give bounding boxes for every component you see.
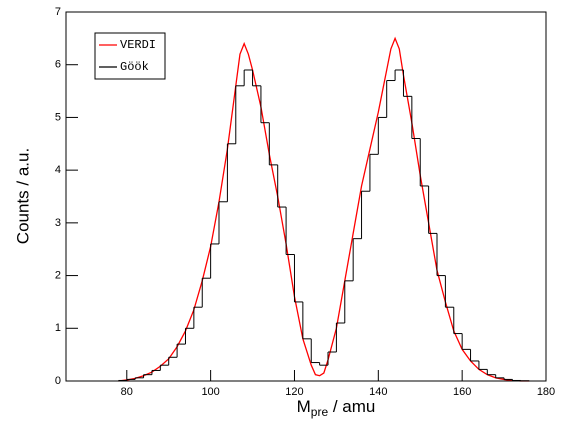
line-series — [118, 36, 530, 382]
y-tick-label: 6 — [55, 59, 61, 71]
legend-label: Göök — [120, 60, 149, 74]
y-tick-label: 7 — [55, 6, 61, 18]
x-axis-label-sub: pre — [311, 405, 329, 419]
y-tick-label: 2 — [55, 269, 61, 281]
y-tick-label: 0 — [55, 375, 61, 387]
y-tick-label: 3 — [55, 217, 61, 229]
y-tick-label: 5 — [55, 111, 61, 123]
plot-frame — [65, 11, 547, 382]
y-tick-label: 4 — [55, 164, 61, 176]
x-tick-label: 80 — [121, 386, 133, 398]
y-tick-label: 1 — [55, 322, 61, 334]
legend-label: VERDI — [120, 38, 156, 52]
x-axis-label: Mpre / amu — [297, 397, 376, 419]
x-tick-label: 160 — [453, 386, 471, 398]
x-tick-label: 180 — [537, 386, 555, 398]
y-axis-label: Counts / a.u. — [13, 148, 32, 244]
x-tick-label: 120 — [285, 386, 303, 398]
legend-box — [94, 32, 166, 80]
x-axis-label-rest: / amu — [328, 397, 375, 416]
x-tick-label: 140 — [369, 386, 387, 398]
x-axis-label-main: M — [297, 397, 311, 416]
x-tick-label: 100 — [201, 386, 219, 398]
